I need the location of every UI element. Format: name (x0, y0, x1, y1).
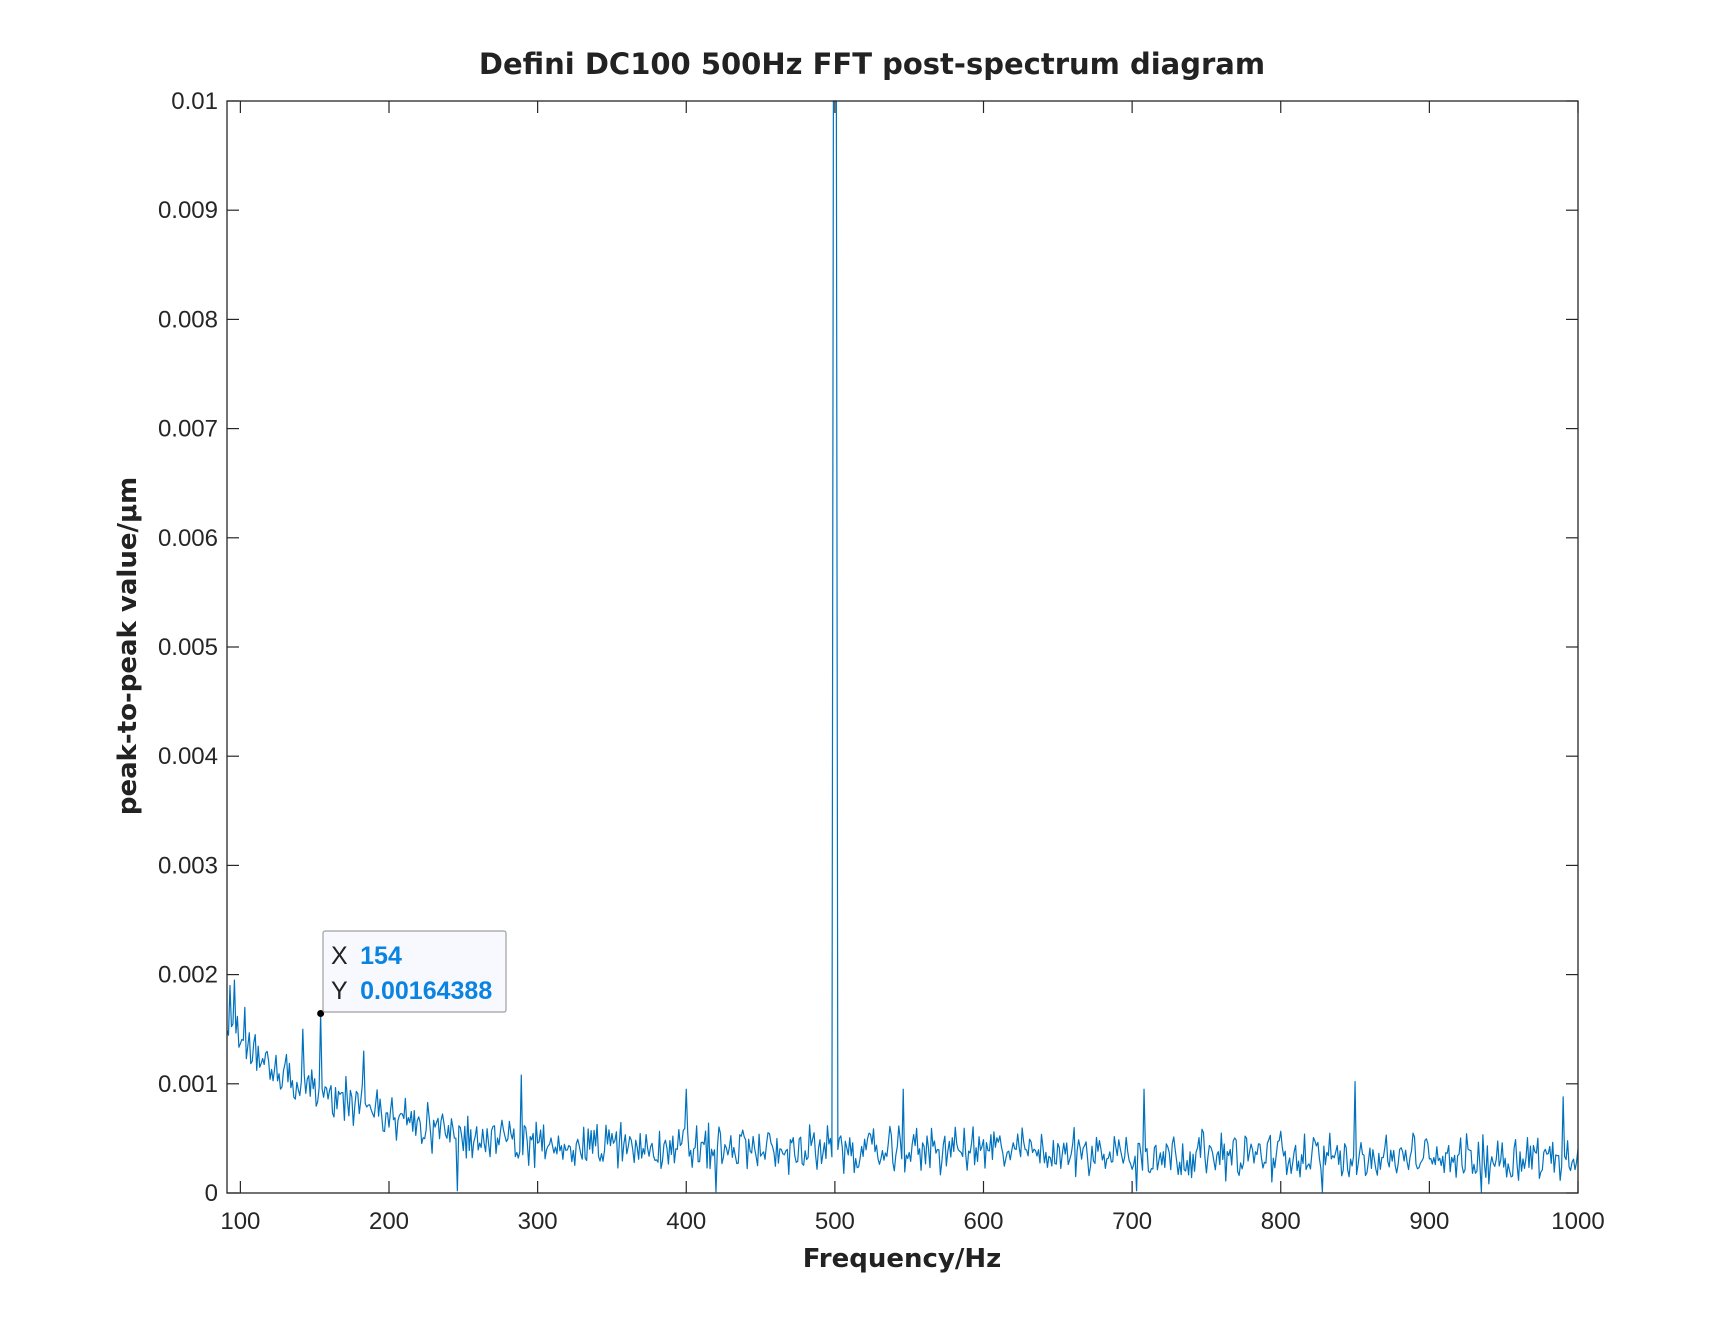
datatip[interactable]: X 154 Y 0.00164388 (317, 930, 507, 1017)
datatip-x-value: 154 (360, 942, 402, 970)
x-tick-label: 700 (1112, 1208, 1152, 1235)
datatip-y-row: Y 0.00164388 (331, 977, 492, 1005)
series-line (226, 100, 1579, 1193)
x-tick-label: 500 (815, 1208, 855, 1235)
y-tick-label: 0.009 (158, 197, 218, 224)
datatip-y-label: Y (331, 977, 348, 1005)
y-tick-label: 0.005 (158, 634, 218, 661)
chart-title: Defini DC100 500Hz FFT post-spectrum dia… (479, 47, 1265, 81)
y-axis-label: peak-to-peak value/μm (113, 477, 143, 815)
x-axis: 100 200 300 400 500 600 700 800 900 1000 (220, 101, 1605, 1235)
datatip-y-value: 0.00164388 (360, 977, 492, 1005)
datatip-marker[interactable] (317, 1009, 325, 1017)
x-tick-label: 200 (369, 1208, 409, 1235)
x-axis-label: Frequency/Hz (803, 1244, 1002, 1274)
series-layer (226, 100, 1579, 1193)
x-tick-label: 600 (963, 1208, 1003, 1235)
datatip-box[interactable] (322, 930, 507, 1013)
y-tick-label: 0.01 (171, 88, 218, 115)
datatip-x-label: X (331, 942, 348, 970)
datatip-x-row: X 154 (331, 942, 402, 970)
y-axis: 0 0.001 0.002 0.003 0.004 0.005 0.006 0.007 0.00… (158, 88, 1578, 1207)
x-tick-label: 300 (518, 1208, 558, 1235)
x-tick-label: 100 (220, 1208, 260, 1235)
y-tick-label: 0.008 (158, 306, 218, 333)
y-tick-label: 0.001 (158, 1071, 218, 1098)
x-tick-label: 900 (1409, 1208, 1449, 1235)
y-tick-label: 0 (205, 1180, 218, 1207)
x-tick-label: 800 (1261, 1208, 1301, 1235)
y-tick-label: 0.002 (158, 962, 218, 989)
x-tick-label: 1000 (1551, 1208, 1604, 1235)
y-tick-label: 0.006 (158, 525, 218, 552)
y-tick-label: 0.003 (158, 852, 218, 879)
y-tick-label: 0.004 (158, 743, 218, 770)
x-tick-label: 400 (666, 1208, 706, 1235)
axes-background (227, 101, 1578, 1193)
plot-area[interactable]: 100 200 300 400 500 600 700 800 900 1000 0 0.001 0.… (158, 88, 1605, 1235)
y-tick-label: 0.007 (158, 416, 218, 443)
